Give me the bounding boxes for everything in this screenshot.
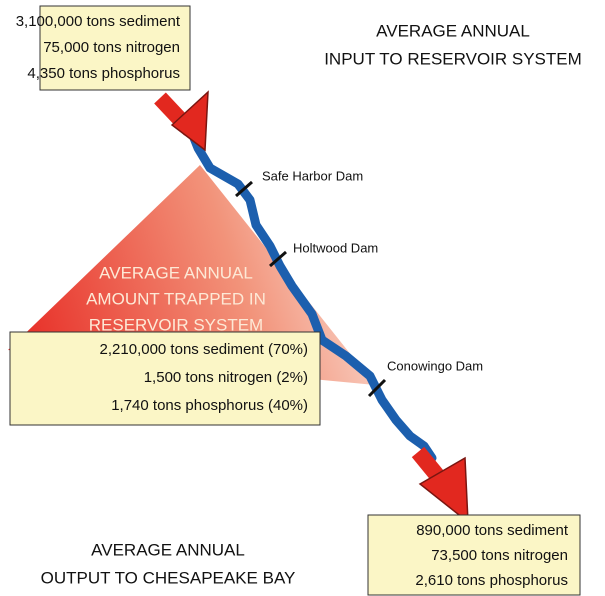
dam-marker xyxy=(269,250,287,268)
dam-label: Conowingo Dam xyxy=(387,358,483,373)
trapped-wedge xyxy=(8,165,375,385)
output-box xyxy=(367,514,581,596)
output-line: 73,500 tons nitrogen xyxy=(431,547,568,564)
output-arrow xyxy=(411,446,469,524)
input-line: 4,350 tons phosphorus xyxy=(27,65,180,82)
dam-marker xyxy=(235,180,253,198)
input-title: INPUT TO RESERVOIR SYSTEM xyxy=(324,49,582,68)
trapped-title: AVERAGE ANNUAL xyxy=(99,263,253,282)
river xyxy=(185,123,437,463)
input-title: AVERAGE ANNUAL xyxy=(376,21,530,40)
trapped-line: 1,740 tons phosphorus (40%) xyxy=(111,397,308,414)
trapped-line: 2,210,000 tons sediment (70%) xyxy=(100,341,308,358)
input-arrow xyxy=(154,90,209,152)
input-line: 3,100,000 tons sediment xyxy=(16,13,181,30)
dam-label: Holtwood Dam xyxy=(293,240,378,255)
dam-marker xyxy=(367,378,387,398)
trapped-box xyxy=(9,331,321,426)
trapped-title: RESERVOIR SYSTEM xyxy=(89,315,263,334)
input-box xyxy=(39,5,191,91)
dam-label: Safe Harbor Dam xyxy=(262,168,363,183)
output-title: AVERAGE ANNUAL xyxy=(91,540,245,559)
input-line: 75,000 tons nitrogen xyxy=(43,39,180,56)
output-title: OUTPUT TO CHESAPEAKE BAY xyxy=(41,568,296,587)
trapped-line: 1,500 tons nitrogen (2%) xyxy=(144,369,308,386)
output-line: 2,610 tons phosphorus xyxy=(415,572,568,589)
trapped-title: AMOUNT TRAPPED IN xyxy=(86,289,266,308)
output-line: 890,000 tons sediment xyxy=(416,522,569,539)
